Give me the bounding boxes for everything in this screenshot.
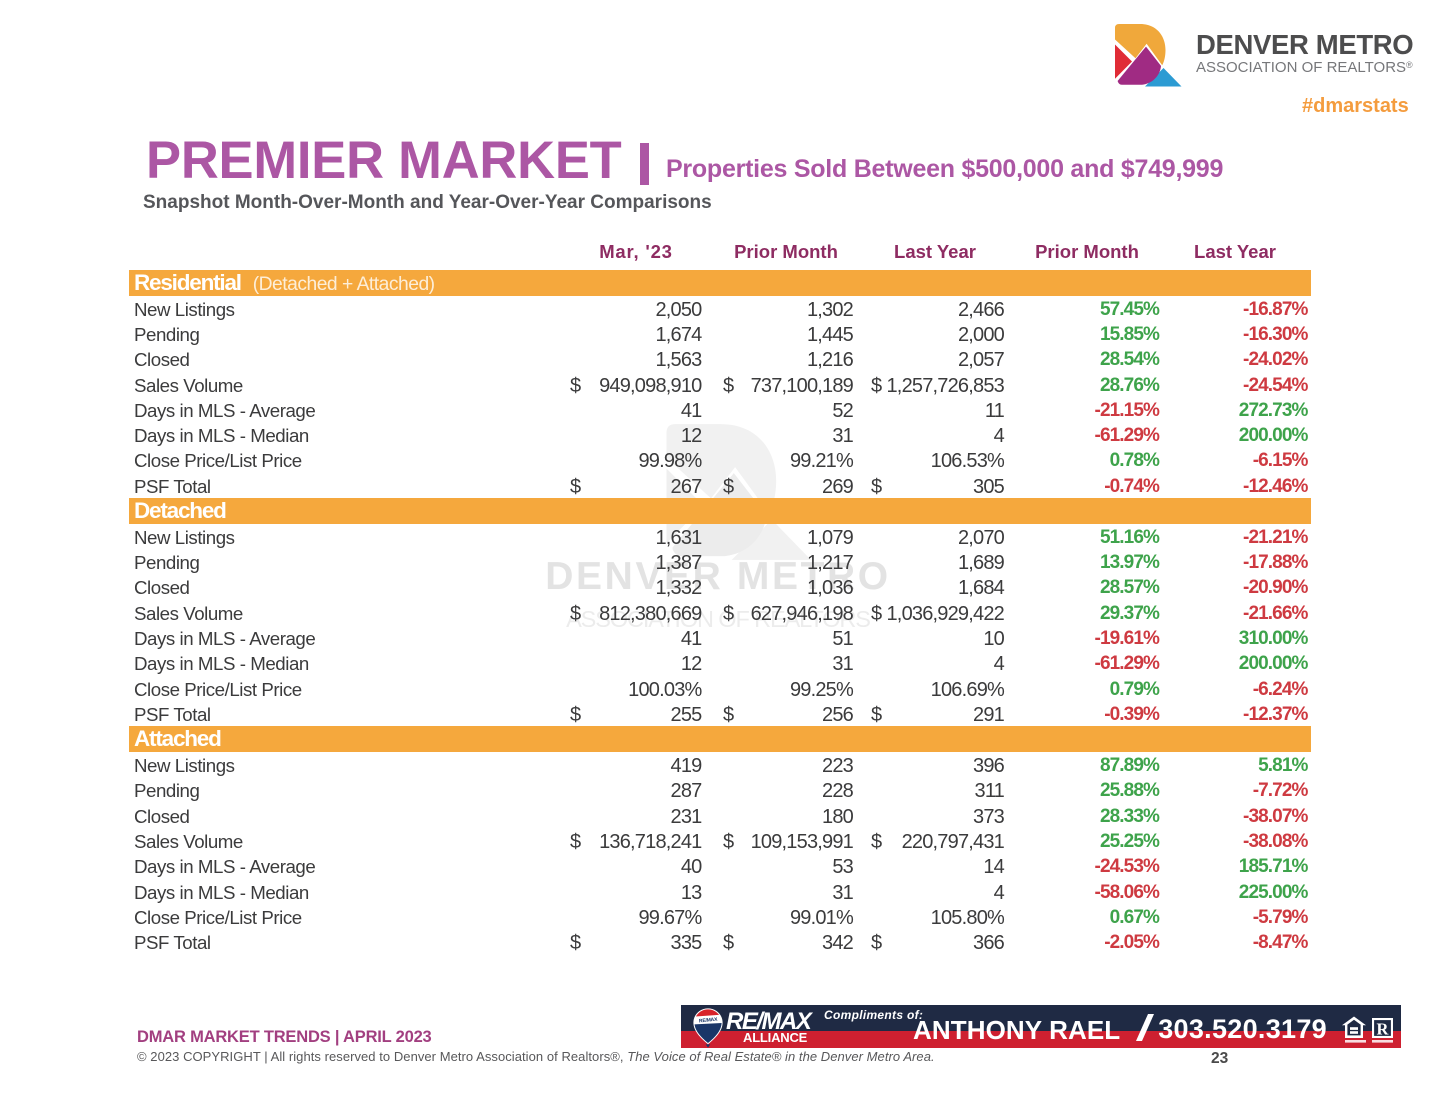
svg-text:RE/MAX: RE/MAX [699, 1017, 719, 1025]
svg-text:R: R [1377, 1019, 1390, 1038]
